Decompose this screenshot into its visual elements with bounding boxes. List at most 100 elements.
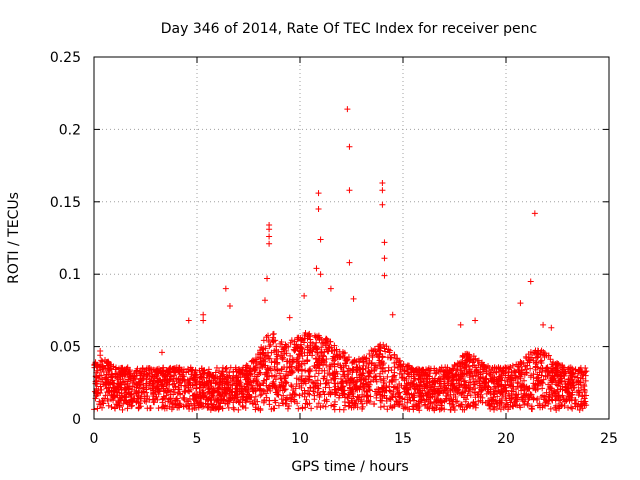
data-point: [230, 369, 237, 376]
data-point: [470, 403, 477, 410]
data-point: [469, 373, 476, 380]
data-point: [105, 402, 112, 409]
data-point: [553, 364, 560, 371]
data-point: [508, 395, 515, 402]
data-point: [366, 373, 373, 380]
data-point: [295, 334, 302, 341]
data-point: [538, 357, 545, 364]
data-point: [522, 363, 529, 370]
data-point: [120, 400, 127, 407]
data-point: [381, 239, 388, 246]
data-point: [324, 348, 331, 355]
data-point: [540, 321, 547, 328]
data-point: [233, 368, 240, 375]
data-point: [466, 369, 473, 376]
data-point: [332, 391, 339, 398]
data-point: [576, 366, 583, 373]
data-point: [485, 383, 492, 390]
data-point: [301, 339, 308, 346]
data-point: [327, 285, 334, 292]
data-point: [293, 380, 300, 387]
data-point: [231, 378, 238, 385]
data-point: [307, 346, 314, 353]
data-point: [188, 386, 195, 393]
data-point: [239, 402, 246, 409]
data-point: [495, 377, 502, 384]
data-point: [449, 401, 456, 408]
data-point: [349, 369, 356, 376]
data-point: [578, 371, 585, 378]
y-tick-label: 0.25: [50, 50, 81, 66]
data-point: [177, 375, 184, 382]
data-point: [371, 400, 378, 407]
data-point: [158, 381, 165, 388]
data-point: [401, 368, 408, 375]
data-point: [509, 362, 516, 369]
data-point: [342, 377, 349, 384]
data-point: [470, 398, 477, 405]
data-point: [288, 382, 295, 389]
data-point: [463, 370, 470, 377]
data-point: [564, 392, 571, 399]
data-point: [272, 337, 279, 344]
data-point: [531, 349, 538, 356]
data-point: [192, 367, 199, 374]
data-point: [234, 392, 241, 399]
data-point: [263, 376, 270, 383]
data-point: [315, 370, 322, 377]
data-point: [123, 365, 130, 372]
data-point: [549, 397, 556, 404]
data-point: [124, 380, 131, 387]
data-point: [306, 391, 313, 398]
data-point: [386, 383, 393, 390]
data-point: [346, 379, 353, 386]
data-point: [405, 379, 412, 386]
data-point: [538, 379, 545, 386]
data-point: [485, 402, 492, 409]
chart-title: Day 346 of 2014, Rate Of TEC Index for r…: [161, 21, 537, 37]
data-point: [191, 371, 198, 378]
data-point: [372, 348, 379, 355]
data-point: [124, 405, 131, 412]
data-point: [426, 388, 433, 395]
data-point: [274, 367, 281, 374]
data-point: [211, 375, 218, 382]
data-point: [517, 300, 524, 307]
data-point: [511, 367, 518, 374]
data-point: [419, 366, 426, 373]
data-point: [159, 396, 166, 403]
data-point: [278, 379, 285, 386]
data-point: [322, 403, 329, 410]
data-point: [377, 404, 384, 411]
data-point: [100, 400, 107, 407]
data-point: [326, 344, 333, 351]
data-point: [397, 357, 404, 364]
data-point: [527, 365, 534, 372]
data-point: [467, 392, 474, 399]
data-point: [360, 385, 367, 392]
data-point: [118, 370, 125, 377]
data-point: [533, 397, 540, 404]
data-point: [515, 368, 522, 375]
data-point: [549, 377, 556, 384]
data-point: [555, 393, 562, 400]
data-point: [332, 356, 339, 363]
data-point: [557, 372, 564, 379]
data-point: [456, 382, 463, 389]
data-point: [432, 370, 439, 377]
data-point: [366, 357, 373, 364]
data-point: [331, 398, 338, 405]
data-point: [184, 366, 191, 373]
data-point: [436, 406, 443, 413]
data-point: [389, 373, 396, 380]
data-point: [505, 390, 512, 397]
data-point: [394, 355, 401, 362]
data-point: [101, 395, 108, 402]
data-point: [144, 393, 151, 400]
data-point: [261, 388, 268, 395]
data-point: [283, 379, 290, 386]
data-point: [240, 393, 247, 400]
data-point: [519, 381, 526, 388]
data-point: [199, 379, 206, 386]
data-point: [425, 404, 432, 411]
